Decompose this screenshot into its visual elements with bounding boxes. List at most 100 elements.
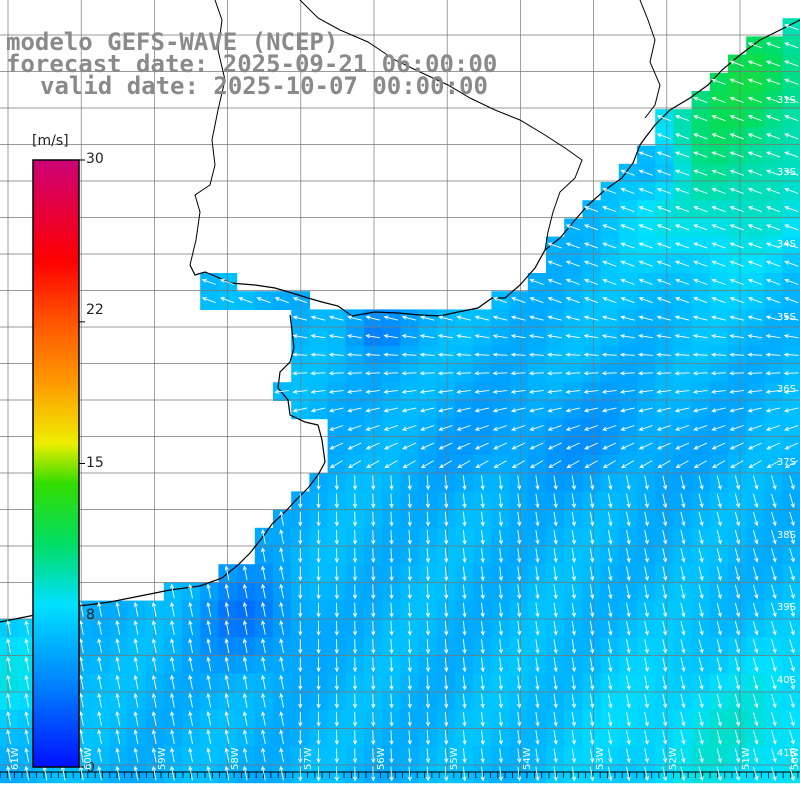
- wind-arrow: [716, 493, 722, 509]
- wind-arrow: [553, 493, 558, 509]
- wind-arrow: [242, 565, 248, 581]
- wind-arrow: [607, 693, 613, 709]
- wind-arrow: [517, 511, 522, 527]
- wind-arrow: [784, 206, 799, 213]
- wind-arrow: [711, 315, 726, 321]
- wind-arrow: [716, 766, 722, 782]
- wind-arrow: [420, 425, 435, 431]
- wind-arrow: [242, 747, 248, 763]
- wind-arrow: [747, 278, 763, 285]
- wind-arrow: [535, 548, 540, 564]
- wind-arrow: [498, 493, 504, 509]
- wind-arrow: [784, 260, 799, 267]
- wind-arrow: [789, 493, 795, 509]
- wind-arrow: [510, 371, 526, 376]
- wind-arrow: [261, 547, 266, 563]
- wind-arrow: [711, 407, 726, 413]
- wind-arrow: [638, 389, 654, 394]
- wind-arrow: [261, 601, 266, 617]
- wind-arrow: [334, 584, 339, 600]
- wind-arrow: [620, 297, 635, 304]
- wind-arrow: [535, 584, 540, 600]
- wind-arrow: [644, 566, 649, 582]
- wind-arrow: [752, 548, 759, 563]
- wind-arrow: [656, 151, 672, 158]
- wind-arrow: [602, 460, 617, 469]
- wind-arrow: [626, 548, 631, 564]
- wind-arrow: [784, 115, 799, 122]
- wind-arrow: [752, 748, 759, 763]
- wind-arrow: [765, 115, 781, 122]
- wind-arrow: [334, 566, 339, 582]
- model-title: modelo GEFS-WAVE (NCEP): [6, 28, 339, 56]
- wind-arrow: [389, 602, 394, 618]
- wind-arrow: [734, 620, 741, 636]
- wind-arrow: [535, 620, 540, 636]
- wind-arrow: [698, 711, 704, 727]
- wind-arrow: [334, 511, 339, 527]
- wind-arrow: [528, 352, 544, 357]
- wind-arrow: [716, 529, 722, 545]
- wind-arrow: [584, 460, 598, 469]
- wind-arrow: [644, 766, 649, 782]
- wind-arrow: [748, 460, 762, 469]
- wind-arrow: [6, 747, 11, 763]
- wind-arrow: [498, 548, 504, 564]
- wind-arrow: [662, 730, 668, 745]
- wind-arrow: [529, 442, 544, 450]
- wind-arrow: [674, 242, 690, 249]
- wind-arrow: [601, 352, 617, 357]
- wind-arrow: [729, 169, 744, 176]
- wind-arrow: [626, 566, 631, 582]
- wind-arrow: [492, 334, 508, 339]
- wind-arrow: [170, 710, 175, 726]
- wind-arrow: [389, 620, 394, 636]
- wind-arrow: [789, 511, 795, 527]
- wind-arrow: [626, 584, 631, 600]
- wind-arrow: [292, 315, 308, 321]
- wind-arrow: [493, 460, 507, 469]
- wind-arrow: [224, 765, 230, 781]
- wind-arrow: [97, 729, 102, 745]
- wind-arrow: [188, 656, 193, 672]
- wind-arrow: [607, 730, 613, 746]
- wind-arrow: [444, 620, 449, 636]
- wind-arrow: [298, 657, 303, 673]
- wind-arrow: [292, 297, 308, 304]
- wind-arrow: [462, 675, 467, 691]
- wind-arrow: [711, 224, 726, 231]
- wind-arrow: [547, 297, 562, 304]
- wind-arrow: [766, 460, 780, 469]
- wind-arrow: [298, 493, 303, 509]
- wind-arrow: [261, 729, 266, 745]
- wind-arrow: [475, 460, 489, 469]
- lat-label: 34S: [776, 239, 796, 250]
- wind-arrow: [571, 730, 577, 746]
- wind-arrow: [298, 529, 303, 545]
- wind-arrow: [662, 602, 668, 618]
- wind-arrow: [256, 297, 271, 304]
- wind-arrow: [462, 475, 467, 491]
- wind-arrow: [638, 260, 653, 267]
- wind-arrow: [419, 407, 435, 413]
- wind-arrow: [474, 352, 490, 357]
- wind-arrow: [528, 389, 544, 394]
- wind-arrow: [656, 425, 672, 431]
- wind-arrow: [389, 475, 394, 491]
- wind-arrow: [151, 619, 157, 635]
- wind-arrow: [547, 389, 563, 394]
- wind-arrow: [170, 765, 175, 781]
- wind-arrow: [188, 619, 193, 635]
- wind-arrow: [680, 529, 686, 545]
- wind-arrow: [444, 657, 449, 673]
- lat-label: 38S: [776, 530, 796, 541]
- wind-arrow: [789, 766, 795, 782]
- wind-arrow: [238, 297, 253, 304]
- wind-arrow: [480, 548, 485, 564]
- wind-arrow: [298, 584, 303, 600]
- wind-arrow: [329, 425, 344, 431]
- wind-cell: [782, 527, 800, 547]
- wind-arrow: [656, 115, 672, 122]
- wind-arrow: [553, 711, 558, 727]
- wind-arrow: [462, 548, 467, 564]
